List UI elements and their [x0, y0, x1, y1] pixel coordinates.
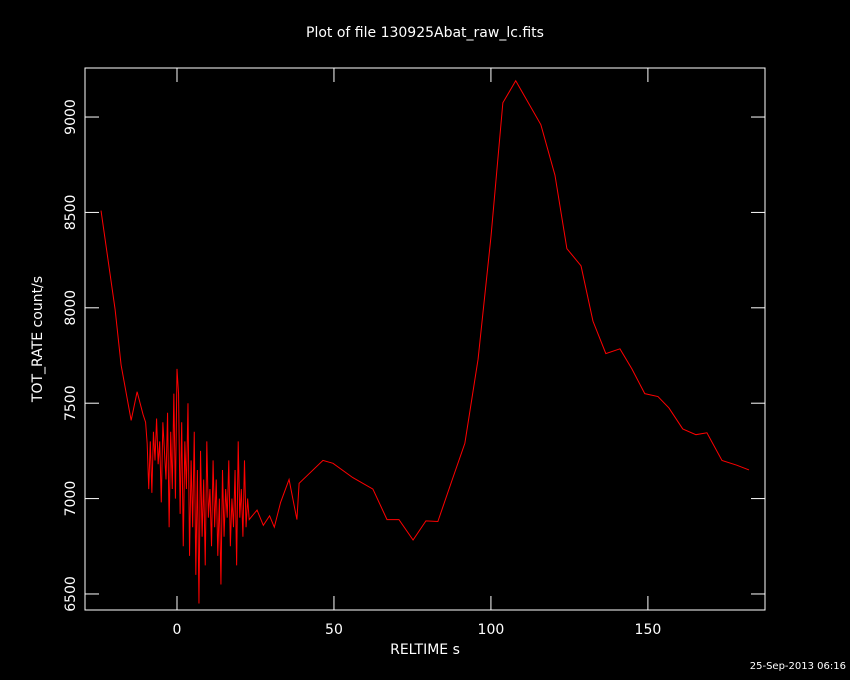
y-axis-label: TOT_RATE count/s — [30, 276, 46, 403]
y-tick-label: 7500 — [63, 385, 79, 421]
x-tick-label: 0 — [173, 622, 182, 638]
x-tick-label: 150 — [635, 622, 662, 638]
y-tick-label: 9000 — [63, 99, 79, 135]
y-tick-label: 6500 — [63, 576, 79, 612]
timestamp: 25-Sep-2013 06:16 — [750, 661, 846, 672]
x-tick-label: 100 — [478, 622, 505, 638]
x-axis-label: RELTIME s — [390, 642, 460, 658]
y-tick-label: 7000 — [63, 481, 79, 517]
chart-title: Plot of file 130925Abat_raw_lc.fits — [306, 25, 544, 41]
plot-frame — [84, 67, 766, 611]
x-tick-label: 50 — [325, 622, 343, 638]
y-tick-label: 8000 — [63, 290, 79, 326]
data-line — [100, 79, 750, 604]
y-tick-label: 8500 — [63, 195, 79, 231]
